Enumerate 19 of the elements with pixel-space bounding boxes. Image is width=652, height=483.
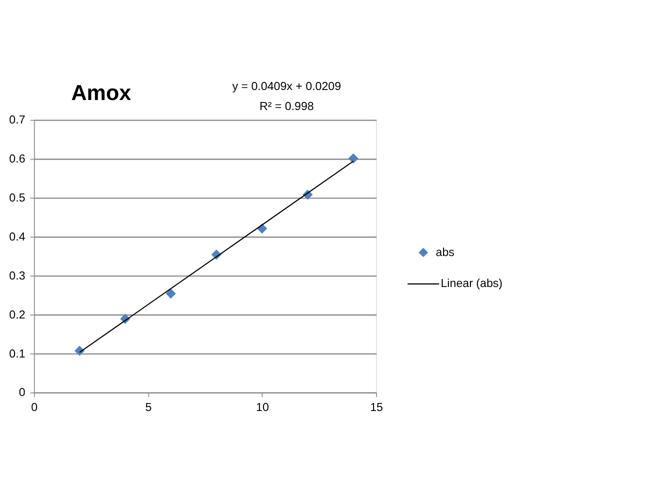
text: y = 0.0409x + 0.0209 <box>232 81 342 94</box>
y-tick-label: 0.2 <box>9 309 26 322</box>
legend-label: abs <box>436 246 455 259</box>
point <box>166 288 176 299</box>
y-tick-label: 0.7 <box>9 114 26 127</box>
y-tick-label: 0.3 <box>9 270 26 282</box>
y-tick-label: 0.5 <box>9 192 26 205</box>
chart-title: Amox <box>71 81 132 106</box>
x-tick-label: 10 <box>256 402 269 414</box>
text: R² = 0.998 <box>259 100 314 113</box>
y-tick-label: 0.1 <box>9 348 26 360</box>
legend-label: Linear (abs) <box>440 278 503 290</box>
x-tick-label: 5 <box>145 402 152 414</box>
y-tick-label: 0.4 <box>9 231 26 244</box>
y-tick-label: 0 <box>18 387 26 400</box>
point <box>348 153 358 164</box>
x-tick-label: 15 <box>370 402 383 414</box>
x-tick-label: 0 <box>31 402 38 414</box>
y-tick-label: 0.6 <box>9 154 26 166</box>
